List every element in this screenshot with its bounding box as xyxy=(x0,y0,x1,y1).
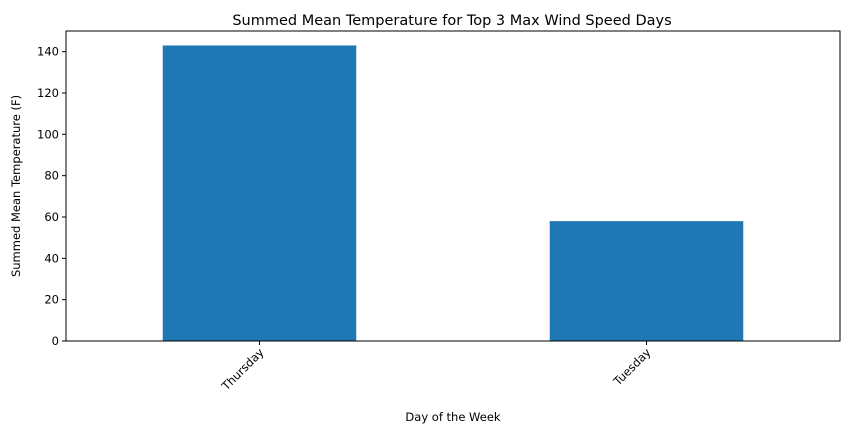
y-axis-label: Summed Mean Temperature (F) xyxy=(9,95,23,277)
chart-title: Summed Mean Temperature for Top 3 Max Wi… xyxy=(232,13,671,29)
bar-thursday xyxy=(162,45,357,341)
x-axis: Thursday Tuesday xyxy=(218,341,654,394)
y-tick-label: 140 xyxy=(37,45,59,59)
y-tick-label: 100 xyxy=(37,127,59,141)
y-tick-label: 80 xyxy=(44,169,59,183)
y-tick-label: 60 xyxy=(44,210,59,224)
x-tick-label: Thursday xyxy=(218,345,267,394)
y-tick-label: 20 xyxy=(44,293,59,307)
x-tick-label: Tuesday xyxy=(610,345,654,389)
y-axis: 0 20 40 60 80 100 120 140 xyxy=(37,45,66,348)
plot-area-frame xyxy=(65,30,841,342)
bar-tuesday xyxy=(549,221,744,341)
x-axis-label: Day of the Week xyxy=(405,410,500,424)
y-tick-label: 0 xyxy=(52,334,59,348)
y-tick-label: 40 xyxy=(44,251,59,265)
bars-layer xyxy=(162,45,744,341)
y-tick-label: 120 xyxy=(37,86,59,100)
